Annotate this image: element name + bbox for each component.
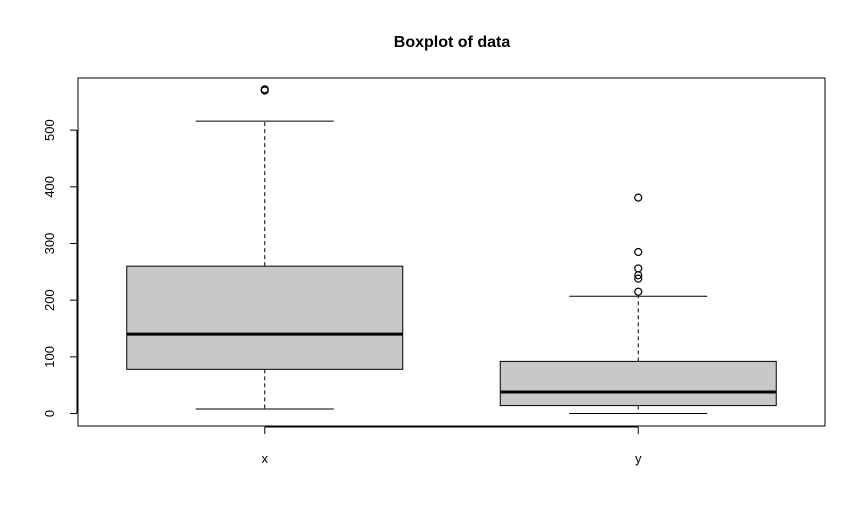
iqr-box [126, 265, 404, 370]
plot-frame [77, 77, 826, 427]
y-tick-label: 200 [42, 289, 57, 311]
iqr-box [499, 360, 777, 407]
chart-title: Boxplot of data [394, 34, 511, 51]
outlier-point [634, 274, 643, 283]
boxes [126, 85, 777, 415]
box-group-y [499, 193, 777, 415]
outlier-point [634, 264, 643, 273]
outlier-point [634, 247, 643, 257]
y-tick-label: 300 [42, 233, 57, 255]
outlier-point [260, 85, 269, 94]
y-tick-label: 100 [42, 346, 57, 368]
y-tick-label: 400 [42, 176, 57, 198]
x-tick-label: x [262, 451, 269, 466]
y-tick-label: 0 [42, 410, 57, 417]
x-tick-label: y [635, 451, 642, 466]
box-group-x [126, 85, 404, 410]
y-tick-label: 500 [42, 119, 57, 141]
outlier-point [634, 193, 643, 202]
outlier-point [634, 287, 643, 296]
y-axis: 0 100 200 300 400 500 [42, 119, 78, 417]
